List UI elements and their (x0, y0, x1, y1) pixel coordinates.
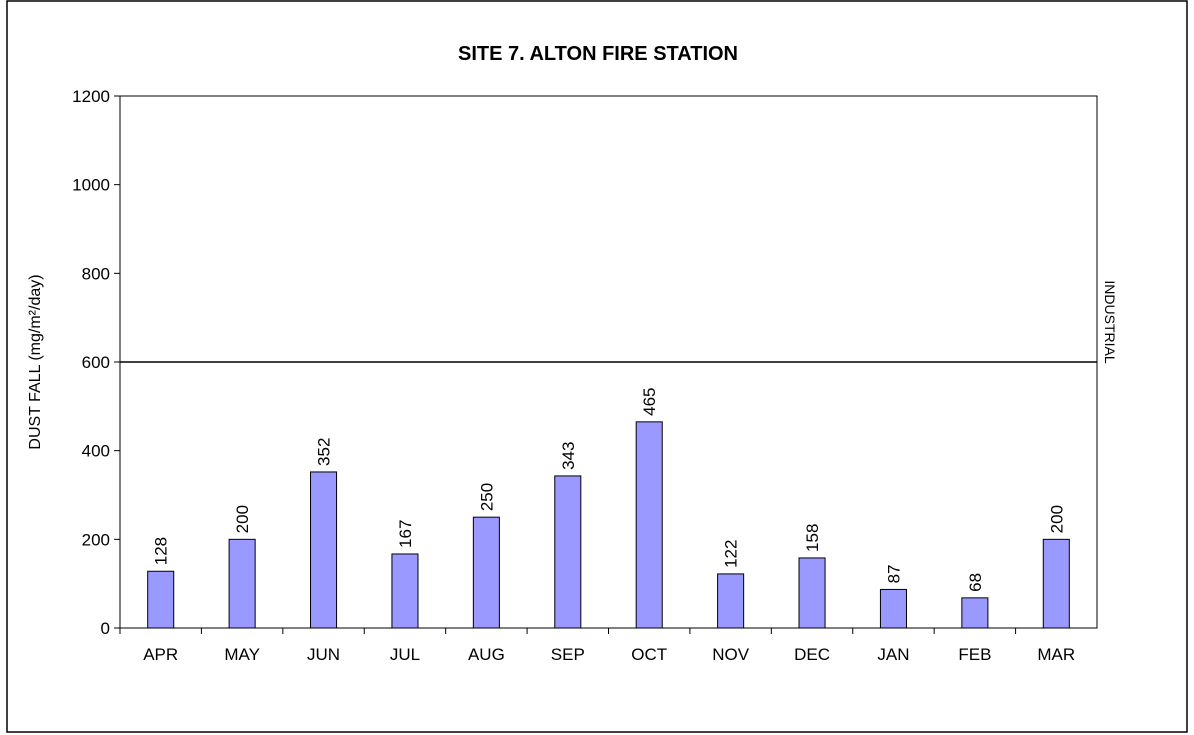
bar (717, 573, 745, 629)
y-tick-label: 800 (82, 264, 110, 283)
value-label: 68 (966, 573, 985, 592)
x-tick-label: NOV (712, 645, 750, 664)
bar (310, 471, 338, 629)
bar (391, 553, 419, 629)
chart-frame (6, 0, 1188, 733)
x-tick-label: FEB (958, 645, 991, 664)
bar (147, 570, 175, 629)
x-tick-label: SEP (551, 645, 585, 664)
x-tick-label: AUG (468, 645, 505, 664)
x-tick-label: MAY (224, 645, 260, 664)
bar (554, 475, 582, 629)
x-tick-label: MAR (1037, 645, 1075, 664)
y-tick-label: 0 (101, 619, 110, 638)
bar (635, 421, 663, 629)
value-label: 167 (396, 520, 415, 548)
value-label: 465 (640, 387, 659, 415)
bar (798, 557, 826, 629)
x-tick-label: DEC (794, 645, 830, 664)
x-tick-label: APR (143, 645, 178, 664)
y-tick-label: 200 (82, 530, 110, 549)
y-tick-label: 1000 (72, 176, 110, 195)
value-label: 128 (152, 537, 171, 565)
y-axis-label: DUST FALL (mg/m²/day) (27, 274, 44, 449)
value-label: 122 (722, 540, 741, 568)
bar (472, 516, 500, 629)
value-label: 352 (315, 438, 334, 466)
value-label: 250 (477, 483, 496, 511)
chart-title: SITE 7. ALTON FIRE STATION (458, 43, 738, 65)
threshold-label: INDUSTRIAL (1102, 280, 1118, 363)
x-tick-label: JUL (390, 645, 420, 664)
value-label: 87 (884, 565, 903, 584)
bar (1042, 538, 1070, 629)
value-label: 200 (1047, 505, 1066, 533)
x-tick-label: JAN (877, 645, 909, 664)
value-label: 200 (233, 505, 252, 533)
x-tick-label: OCT (631, 645, 667, 664)
value-label: 343 (559, 442, 578, 470)
y-tick-label: 1200 (72, 87, 110, 106)
x-tick-label: JUN (307, 645, 340, 664)
bar (228, 538, 256, 629)
bar (879, 588, 907, 629)
value-label: 158 (803, 524, 822, 552)
y-tick-label: 400 (82, 442, 110, 461)
y-tick-label: 600 (82, 353, 110, 372)
bar (961, 597, 989, 629)
